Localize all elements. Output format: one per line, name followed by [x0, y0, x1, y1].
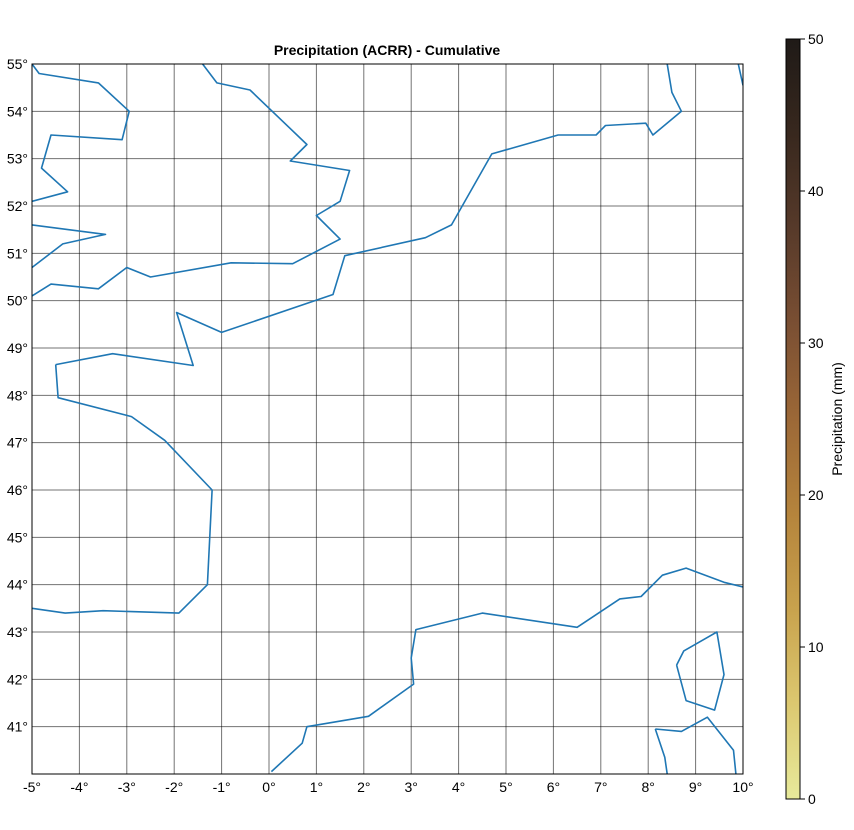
latitude-tick-label: 42°	[7, 671, 28, 687]
longitude-tick-label: 9°	[689, 779, 702, 795]
coastline-segment	[654, 728, 668, 774]
chart-title: Precipitation (ACRR) - Cumulative	[274, 42, 501, 58]
longitude-tick-label: 3°	[405, 779, 418, 795]
latitude-tick-label: 46°	[7, 482, 28, 498]
latitude-tick-label: 45°	[7, 529, 28, 545]
latitude-tick-label: 51°	[7, 245, 28, 261]
coastline-segment	[270, 567, 743, 773]
coastline-segment	[737, 64, 743, 86]
colorbar-tick-label: 20	[808, 487, 824, 503]
coastline-segment	[32, 224, 107, 269]
latitude-tick-label: 43°	[7, 624, 28, 640]
longitude-tick-labels: -5° -4° -3° -2° -1° 0° 1° 2° 3° 4° 5° 6° 7° 8° 9° 10°	[23, 779, 754, 795]
coastline-segment	[655, 716, 737, 774]
colorbar-tick-label: 0	[808, 791, 816, 807]
longitude-tick-label: 4°	[452, 779, 465, 795]
colorbar-gradient	[785, 38, 801, 800]
longitude-tick-label: -3°	[118, 779, 136, 795]
map-plot-area	[31, 63, 744, 775]
colorbar-tick-label: 50	[808, 31, 824, 47]
coastline-segment	[32, 64, 351, 297]
latitude-tick-label: 41°	[7, 719, 28, 735]
colorbar-ticks: 0 10 20 30 40 50	[800, 31, 824, 807]
colorbar-label: Precipitation (mm)	[829, 362, 845, 476]
latitude-tick-label: 48°	[7, 387, 28, 403]
latitude-tick-label: 49°	[7, 340, 28, 356]
coastline-segment	[32, 64, 130, 203]
latitude-tick-label: 53°	[7, 151, 28, 167]
latitude-tick-label: 55°	[7, 56, 28, 72]
map-frame	[31, 63, 744, 775]
coastline-segment	[32, 364, 213, 614]
colorbar-tick-label: 10	[808, 639, 824, 655]
longitude-tick-label: 1°	[310, 779, 323, 795]
longitude-tick-label: 0°	[262, 779, 275, 795]
longitude-tick-label: 8°	[642, 779, 655, 795]
map-background	[32, 64, 743, 774]
longitude-tick-label: -5°	[23, 779, 41, 795]
latitude-tick-label: 50°	[7, 293, 28, 309]
latitude-tick-labels: 41° 42° 43° 44° 45° 46° 47° 48° 49° 50° 51° 52° 53° 5…	[7, 56, 28, 735]
coastline-segment	[55, 64, 683, 367]
longitude-tick-label: 5°	[499, 779, 512, 795]
longitude-tick-label: 10°	[732, 779, 753, 795]
colorbar: 0 10 20 30 40 50 Precipitation (mm)	[785, 31, 845, 807]
coastlines	[32, 64, 743, 774]
colorbar-tick-label: 30	[808, 335, 824, 351]
latitude-tick-label: 44°	[7, 577, 28, 593]
longitude-tick-label: 6°	[547, 779, 560, 795]
colorbar-tick-label: 40	[808, 183, 824, 199]
longitude-tick-label: -1°	[213, 779, 231, 795]
latitude-tick-label: 47°	[7, 435, 28, 451]
coastline-segment	[675, 631, 725, 711]
longitude-tick-label: -4°	[70, 779, 88, 795]
graticule-grid	[31, 63, 744, 774]
longitude-tick-label: -2°	[165, 779, 183, 795]
latitude-tick-label: 54°	[7, 103, 28, 119]
longitude-tick-label: 7°	[594, 779, 607, 795]
longitude-tick-label: 2°	[357, 779, 370, 795]
latitude-tick-label: 52°	[7, 198, 28, 214]
